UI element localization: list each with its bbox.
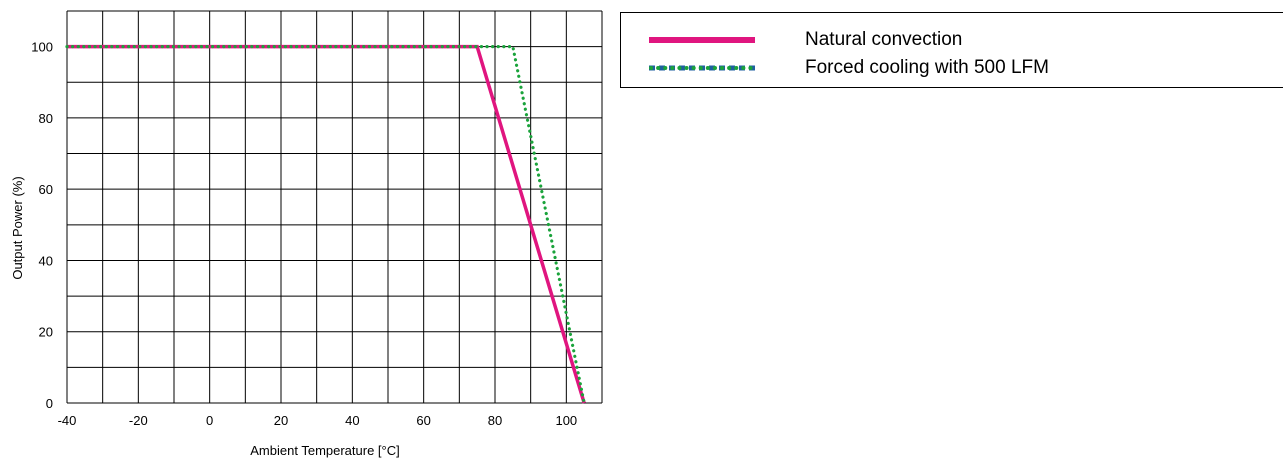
y-axis-title: Output Power (%) bbox=[10, 176, 25, 279]
legend-item-natural-convection: Natural convection bbox=[621, 27, 1283, 53]
y-tick-label: 100 bbox=[31, 40, 53, 55]
series-layer bbox=[65, 44, 586, 405]
legend-swatch-dotted bbox=[649, 65, 757, 71]
y-tick-label: 80 bbox=[39, 111, 53, 126]
x-tick-labels: -40 -20 0 20 40 60 80 100 bbox=[58, 413, 578, 428]
y-tick-label: 60 bbox=[39, 182, 53, 197]
derating-chart: -40 -20 0 20 40 60 80 100 0 20 40 60 80 100 Ambient … bbox=[10, 10, 603, 458]
legend: Natural convection Forced cooling with 5… bbox=[620, 12, 1283, 88]
x-tick-label: 100 bbox=[555, 413, 577, 428]
y-tick-label: 0 bbox=[46, 396, 53, 411]
x-tick-label: 60 bbox=[416, 413, 430, 428]
legend-label: Natural convection bbox=[805, 29, 963, 50]
y-tick-labels: 0 20 40 60 80 100 bbox=[31, 40, 53, 411]
legend-item-forced-cooling: Forced cooling with 500 LFM bbox=[621, 55, 1283, 81]
series-line-forced-cooling bbox=[65, 45, 586, 405]
x-tick-label: 40 bbox=[345, 413, 359, 428]
x-tick-label: 0 bbox=[206, 413, 213, 428]
legend-swatch-solid bbox=[649, 37, 755, 43]
x-tick-label: -20 bbox=[129, 413, 148, 428]
x-tick-label: 80 bbox=[488, 413, 502, 428]
plot-area bbox=[67, 11, 602, 403]
y-tick-label: 20 bbox=[39, 325, 53, 340]
x-tick-label: 20 bbox=[274, 413, 288, 428]
legend-label: Forced cooling with 500 LFM bbox=[805, 57, 1049, 78]
y-tick-label: 40 bbox=[39, 253, 53, 268]
x-axis-title: Ambient Temperature [°C] bbox=[250, 443, 399, 458]
grid bbox=[66, 10, 603, 404]
x-tick-label: -40 bbox=[58, 413, 77, 428]
